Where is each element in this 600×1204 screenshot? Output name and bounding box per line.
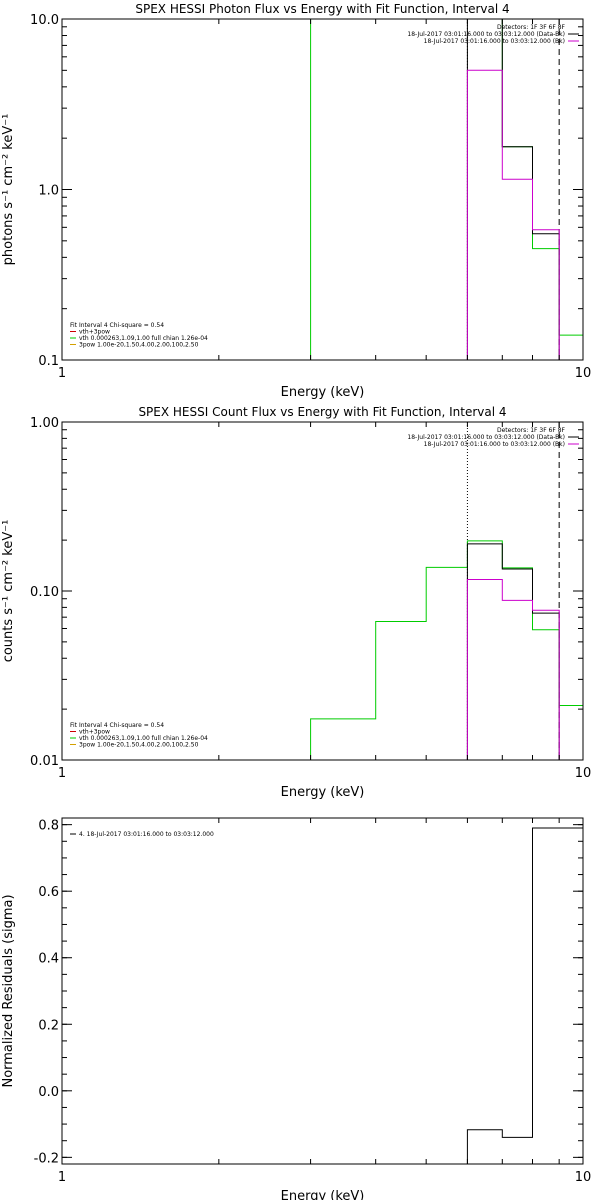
fit-legend-text: 3pow 1.00e-20,1.50,4.00,2.00,100,2.50 bbox=[79, 342, 199, 349]
header-legend-text: 18-Jul-2017 03:01:16.000 to 03:03:12.000… bbox=[424, 441, 565, 448]
series-line-2 bbox=[466, 543, 560, 760]
y-tick-label: 0.0 bbox=[38, 1085, 59, 1100]
fit-legend-text: vth+3pow bbox=[79, 729, 110, 736]
x-tick-label: 10 bbox=[575, 1170, 592, 1185]
y-tick-label: 0.8 bbox=[38, 819, 59, 834]
plot-panel-2: SPEX HESSI Count Flux vs Energy with Fit… bbox=[1, 405, 591, 800]
series-line-1 bbox=[310, 540, 583, 760]
fit-legend-text: vth 0.000263,1.09,1.00 full chian 1.26e-… bbox=[79, 335, 208, 342]
x-axis-label: Energy (keV) bbox=[281, 1189, 365, 1200]
plot-panel-1: SPEX HESSI Photon Flux vs Energy with Fi… bbox=[1, 2, 592, 400]
y-tick-label: 10.0 bbox=[30, 13, 59, 28]
header-legend-text: Detectors: 1F 3F 6F 8F bbox=[497, 24, 566, 31]
plot-panel-3: 1 10 -0.2 0.0 0.2 0.4 0.6 0.8 Energy (keV) Normal… bbox=[1, 817, 592, 1204]
y-tick-label: 0.1 bbox=[38, 354, 59, 369]
series-line-3 bbox=[466, 579, 560, 760]
series-group bbox=[310, 19, 583, 360]
y-tick-label: 0.2 bbox=[38, 1018, 59, 1033]
y-axis-label: photons s⁻¹ cm⁻² keV⁻¹ bbox=[1, 114, 16, 266]
header-legend-text: 18-Jul-2017 03:01:16.000 to 03:03:12.000… bbox=[407, 31, 565, 38]
series-line-2 bbox=[466, 19, 560, 360]
y-tick-label: 0.01 bbox=[30, 754, 59, 769]
fit-legend-text: Fit Interval 4 Chi-square = 0.54 bbox=[70, 722, 164, 729]
plot-frame bbox=[61, 18, 584, 361]
x-tick-label: 1 bbox=[58, 1170, 66, 1185]
plot-frame bbox=[61, 421, 584, 761]
header-legend-text: 18-Jul-2017 03:01:16.000 to 03:03:12.000… bbox=[424, 38, 565, 45]
y-tick-label: 0.4 bbox=[38, 952, 59, 967]
series-line-1 bbox=[466, 827, 583, 1164]
x-tick-label: 1 bbox=[58, 766, 66, 781]
series-group bbox=[466, 827, 583, 1164]
plot-frame bbox=[61, 817, 584, 1165]
x-axis-label: Energy (keV) bbox=[281, 785, 365, 800]
y-tick-label: 0.6 bbox=[38, 885, 59, 900]
x-tick-label: 1 bbox=[58, 366, 66, 381]
series-line-1 bbox=[310, 19, 583, 360]
chart-title: SPEX HESSI Count Flux vs Energy with Fit… bbox=[138, 405, 506, 419]
series-group bbox=[310, 540, 583, 760]
header-legend-text: 18-Jul-2017 03:01:16.000 to 03:03:12.000… bbox=[407, 434, 565, 441]
y-tick-label: 1.00 bbox=[30, 416, 59, 431]
fit-legend-text: 4. 18-Jul-2017 03:01:16.000 to 03:03:12.… bbox=[79, 831, 214, 838]
chart-title: SPEX HESSI Photon Flux vs Energy with Fi… bbox=[135, 2, 509, 16]
series-line-3 bbox=[466, 69, 560, 360]
header-legend-text: Detectors: 1F 3F 6F 8F bbox=[497, 427, 566, 434]
x-axis-label: Energy (keV) bbox=[281, 385, 365, 400]
y-tick-label: -0.2 bbox=[34, 1151, 59, 1166]
y-axis-label: Normalized Residuals (sigma) bbox=[1, 894, 16, 1087]
x-tick-label: 10 bbox=[575, 766, 592, 781]
fit-legend-text: Fit Interval 4 Chi-square = 0.54 bbox=[70, 322, 164, 329]
y-tick-label: 0.10 bbox=[30, 585, 59, 600]
y-axis-label: counts s⁻¹ cm⁻² keV⁻¹ bbox=[1, 520, 16, 663]
fit-legend-text: vth+3pow bbox=[79, 329, 110, 336]
fit-legend-text: vth 0.000263,1.09,1.00 full chian 1.26e-… bbox=[79, 735, 208, 742]
y-tick-label: 1.0 bbox=[38, 184, 59, 199]
fit-legend-text: 3pow 1.00e-20,1.50,4.00,2.00,100,2.50 bbox=[79, 742, 199, 749]
x-tick-label: 10 bbox=[575, 366, 592, 381]
